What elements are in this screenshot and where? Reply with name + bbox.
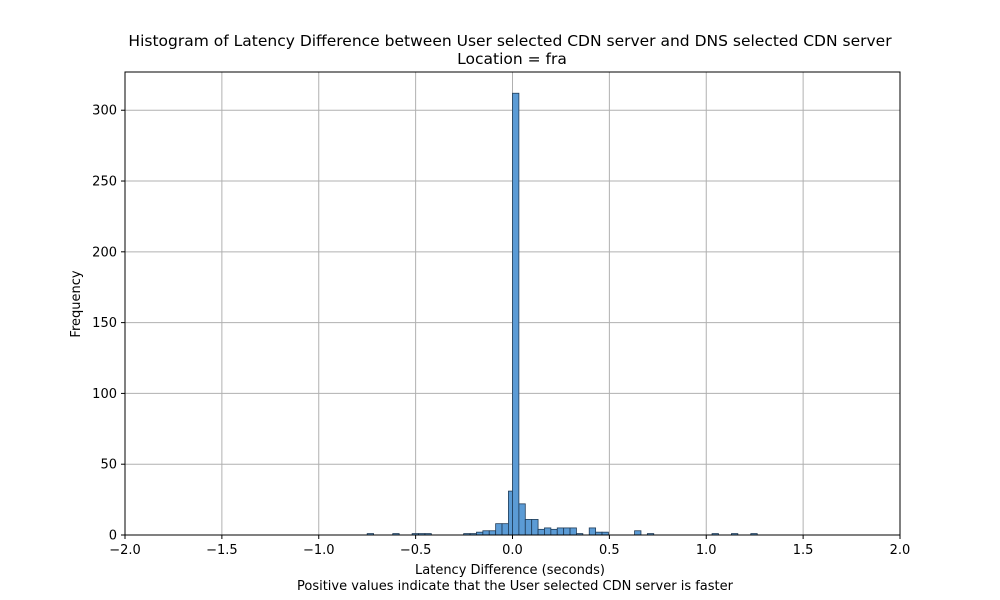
histogram-bar (569, 527, 577, 536)
histogram-bar (634, 530, 642, 536)
y-tick-label: 250 (92, 175, 117, 190)
histogram-bar (495, 523, 503, 536)
histogram-bar (556, 527, 565, 536)
x-tick-label: 2.0 (890, 543, 911, 558)
histogram-bar (512, 92, 520, 536)
y-tick-label: 0 (109, 529, 117, 544)
histogram-bar (537, 528, 545, 536)
x-tick-label: 1.0 (696, 543, 717, 558)
x-tick-label: 0.5 (599, 543, 620, 558)
y-tick-label: 150 (92, 316, 117, 331)
histogram-bar (531, 519, 539, 536)
chart-title: Histogram of Latency Difference between … (128, 32, 892, 50)
y-tick-label: 200 (92, 245, 117, 260)
histogram-bar (544, 527, 552, 536)
y-axis-ticks: 0 50 100 150 200 250 300 (92, 104, 125, 544)
x-axis-note: Positive values indicate that the User s… (297, 579, 734, 594)
y-tick-label: 50 (100, 458, 117, 473)
y-axis-label: Frequency (69, 270, 84, 337)
y-tick-label: 100 (92, 387, 117, 402)
x-tick-label: 0.0 (502, 543, 523, 558)
histogram-bar (501, 523, 509, 536)
x-axis-label: Latency Difference (seconds) (415, 563, 605, 578)
x-tick-label: −2.0 (109, 543, 141, 558)
histogram-bar (518, 503, 526, 536)
histogram-bar (482, 530, 490, 536)
histogram-bar (588, 527, 597, 536)
histogram-bar (563, 527, 571, 536)
y-tick-label: 300 (92, 104, 117, 119)
histogram-bar (508, 490, 513, 536)
x-axis-ticks: −2.0 −1.5 −1.0 −0.5 0.0 0.5 1.0 1.5 2.0 (109, 535, 910, 558)
x-tick-label: −1.0 (303, 543, 335, 558)
histogram-bar (488, 530, 497, 536)
histogram-bar (524, 519, 533, 536)
histogram-bar (550, 528, 558, 536)
x-tick-label: −1.5 (206, 543, 238, 558)
x-tick-label: −0.5 (400, 543, 432, 558)
x-tick-label: 1.5 (793, 543, 814, 558)
chart-subtitle: Location = fra (457, 50, 567, 68)
